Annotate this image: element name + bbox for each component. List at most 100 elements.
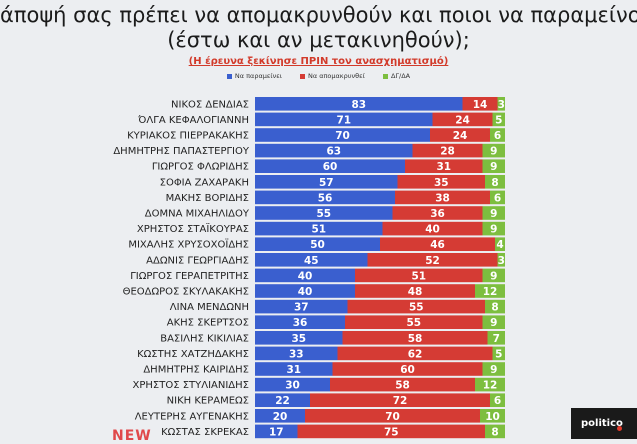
value-label-remove: 55 xyxy=(409,302,424,314)
legend-item-dk: ΔΓ/ΔΑ xyxy=(382,72,410,80)
value-label-stay: 55 xyxy=(316,208,331,220)
bar-segment-remove xyxy=(367,253,498,267)
bar-segment-remove xyxy=(432,112,493,127)
category-label: ΛΕΥΤΕΡΗΣ ΑΥΓΕΝΑΚΗΣ xyxy=(135,411,249,422)
bar-segment-remove xyxy=(337,346,493,361)
category-label: ΘΕΟΔΩΡΟΣ ΣΚΥΛΑΚΑΚΗΣ xyxy=(123,287,249,298)
bar-segment-stay xyxy=(255,253,368,267)
value-label-stay: 37 xyxy=(294,302,309,314)
category-label: ΣΟΦΙΑ ΖΑΧΑΡΑΚΗ xyxy=(160,177,249,188)
category-label: ΝΙΚΟΣ ΔΕΝΔΙΑΣ xyxy=(171,99,249,110)
bar-segment-remove xyxy=(297,424,485,439)
bar-segment-dk xyxy=(480,409,505,423)
chart-legend: Να παραμείνει Να απομακρυνθεί ΔΓ/ΔΑ xyxy=(0,72,637,81)
value-label-dk: 9 xyxy=(490,270,497,282)
bar-row: ΘΕΟΔΩΡΟΣ ΣΚΥΛΑΚΑΚΗΣ 40 48 12 xyxy=(123,284,505,298)
category-label: ΌΛΓΑ ΚΕΦΑΛΟΓΙΑΝΝΗ xyxy=(137,114,249,126)
category-label: ΔΟΜΝΑ ΜΙΧΑΗΛΙΔΟΥ xyxy=(145,209,250,220)
value-label-dk: 3 xyxy=(498,255,505,267)
bar-segment-remove xyxy=(347,299,485,314)
bar-segment-stay xyxy=(255,206,393,220)
value-label-stay: 56 xyxy=(318,192,333,204)
value-label-remove: 51 xyxy=(411,270,426,282)
bar-segment-dk xyxy=(485,175,505,189)
value-label-stay: 45 xyxy=(304,255,319,267)
bar-segment-dk xyxy=(485,424,505,439)
bar-segment-remove xyxy=(355,268,483,283)
bar-segment-dk xyxy=(487,331,505,345)
bar-segment-dk xyxy=(492,112,505,127)
value-label-dk: 4 xyxy=(496,239,503,251)
value-label-dk: 8 xyxy=(491,302,498,314)
bar-segment-remove xyxy=(330,377,475,392)
value-label-remove: 46 xyxy=(430,239,445,251)
category-label: ΝΙΚΗ ΚΕΡΑΜΕΩΣ xyxy=(167,396,249,407)
bar-segment-remove xyxy=(382,221,483,236)
bar-row: ΚΩΣΤΑΣ ΣΚΡΕΚΑΣ 17 75 8 xyxy=(161,424,505,439)
bar-row: ΓΙΩΡΓΟΣ ΦΛΩΡΙΔΗΣ 60 31 9 xyxy=(152,159,505,173)
bar-segment-dk xyxy=(482,206,505,220)
value-label-dk: 3 xyxy=(498,99,505,111)
bar-segment-stay xyxy=(255,237,380,251)
value-label-remove: 36 xyxy=(430,208,445,220)
legend-swatch-stay xyxy=(226,73,232,79)
value-label-stay: 17 xyxy=(269,426,284,438)
value-label-stay: 83 xyxy=(351,99,366,111)
bar-row: ΛΙΝΑ ΜΕΝΔΩΝΗ 37 55 8 xyxy=(170,299,505,314)
bar-segment-stay xyxy=(255,128,430,142)
category-label: ΜΑΚΗΣ ΒΟΡΙΔΗΣ xyxy=(166,193,249,204)
value-label-dk: 6 xyxy=(494,192,501,204)
bar-segment-remove xyxy=(462,97,498,111)
bar-segment-dk xyxy=(490,393,505,407)
value-label-stay: 22 xyxy=(275,395,290,407)
legend-item-remove: Να απομακρυνθεί xyxy=(300,72,365,80)
bar-segment-stay xyxy=(255,268,355,283)
category-label: ΧΡΗΣΤΟΣ ΣΤΥΛΙΑΝΙΔΗΣ xyxy=(133,380,249,391)
value-label-dk: 12 xyxy=(483,380,498,392)
bar-segment-remove xyxy=(345,315,483,329)
category-label: ΛΙΝΑ ΜΕΝΔΩΝΗ xyxy=(170,302,249,313)
bar-segment-dk xyxy=(497,253,505,267)
bar-segment-stay xyxy=(255,346,338,361)
value-label-stay: 36 xyxy=(293,317,308,329)
bar-segment-dk xyxy=(497,97,505,111)
bar-segment-dk xyxy=(482,159,505,173)
legend-swatch-dk xyxy=(382,73,388,79)
value-label-remove: 62 xyxy=(408,348,423,360)
bar-segment-remove xyxy=(412,143,483,158)
bar-segment-remove xyxy=(405,159,483,173)
category-label: ΓΙΩΡΓΟΣ ΓΕΡΑΠΕΤΡΙΤΗΣ xyxy=(130,271,249,282)
bar-segment-stay xyxy=(255,377,330,392)
value-label-stay: 30 xyxy=(285,380,300,392)
bar-segment-dk xyxy=(495,237,505,251)
bar-row: ΜΙΧΑΛΗΣ ΧΡΥΣΟΧΟΪΔΗΣ 50 46 4 xyxy=(128,237,505,251)
value-label-dk: 12 xyxy=(483,286,498,298)
bar-segment-stay xyxy=(255,190,395,205)
category-label: ΔΗΜΗΤΡΗΣ ΠΑΠΑΣΤΕΡΓΙΟΥ xyxy=(113,146,250,157)
bar-row: ΚΩΣΤΗΣ ΧΑΤΖΗΔΑΚΗΣ 33 62 5 xyxy=(137,346,505,361)
value-label-remove: 52 xyxy=(425,255,440,267)
chart-title-line1: άποψή σας πρέπει να απομακρυνθούν και πο… xyxy=(0,3,637,27)
value-label-dk: 9 xyxy=(490,208,497,220)
bar-segment-remove xyxy=(397,175,485,189)
bar-row: ΝΙΚΗ ΚΕΡΑΜΕΩΣ 22 72 6 xyxy=(167,393,505,407)
value-label-remove: 28 xyxy=(440,146,455,158)
value-label-remove: 40 xyxy=(425,224,440,236)
value-label-stay: 71 xyxy=(336,114,351,126)
bar-segment-dk xyxy=(482,315,505,329)
bar-segment-stay xyxy=(255,424,298,439)
bar-segment-stay xyxy=(255,97,463,111)
value-label-remove: 70 xyxy=(385,411,400,423)
category-label: ΜΙΧΑΛΗΣ ΧΡΥΣΟΧΟΪΔΗΣ xyxy=(128,238,249,251)
bar-segment-dk xyxy=(490,128,505,142)
value-label-remove: 14 xyxy=(473,99,488,111)
value-label-dk: 9 xyxy=(490,364,497,376)
value-label-remove: 48 xyxy=(408,286,423,298)
value-label-stay: 70 xyxy=(335,130,350,142)
bar-segment-remove xyxy=(310,393,490,407)
bar-segment-dk xyxy=(475,284,505,298)
bar-segment-remove xyxy=(355,284,475,298)
value-label-remove: 35 xyxy=(434,177,449,189)
bar-row: ΚΥΡΙΑΚΟΣ ΠΙΕΡΡΑΚΑΚΗΣ 70 24 6 xyxy=(127,128,505,142)
bar-row: ΓΙΩΡΓΟΣ ΓΕΡΑΠΕΤΡΙΤΗΣ 40 51 9 xyxy=(130,268,505,283)
